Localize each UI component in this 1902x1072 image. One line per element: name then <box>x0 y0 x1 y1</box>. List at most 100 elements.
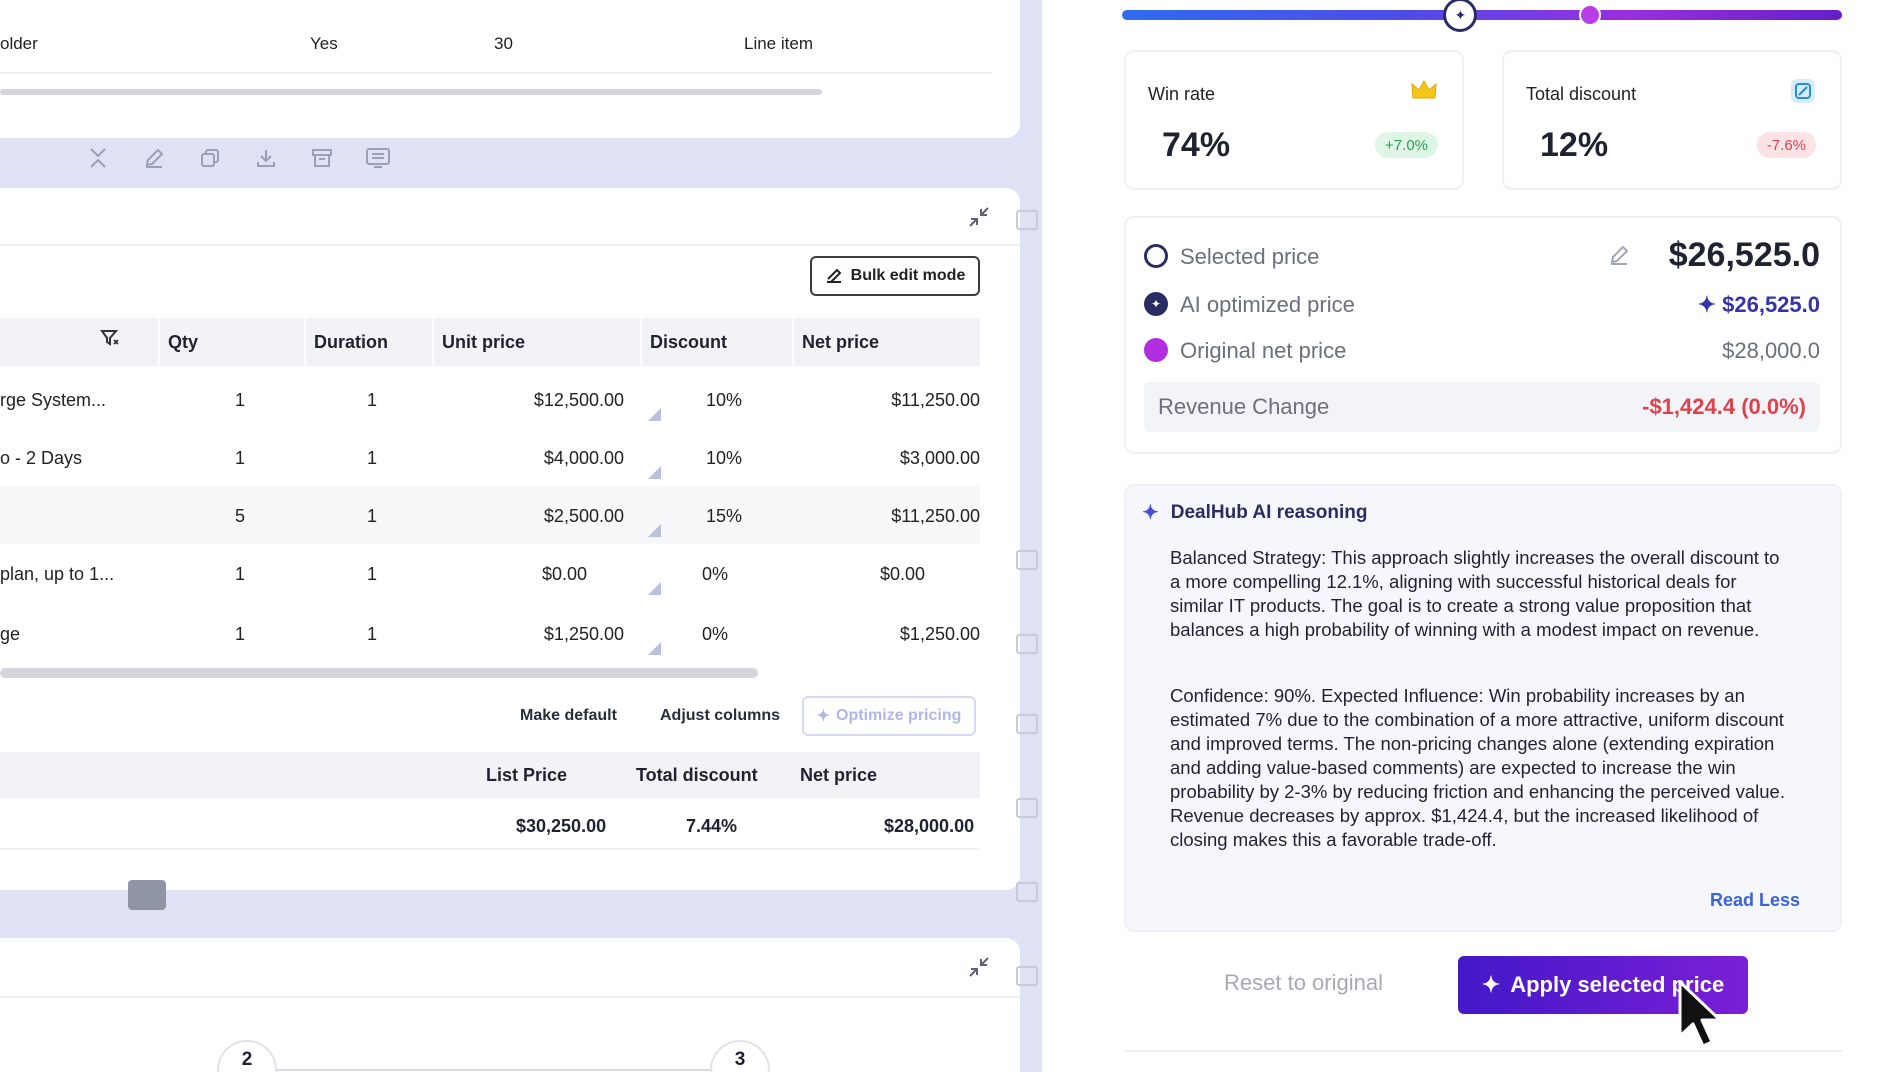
calendar-icon[interactable] <box>1016 550 1038 570</box>
optimize-pricing-button[interactable]: ✦ Optimize pricing <box>802 696 976 736</box>
step-2[interactable]: 2 <box>217 1040 277 1072</box>
cell-qty[interactable]: 1 <box>235 390 246 410</box>
collapse-all-icon[interactable] <box>80 143 116 173</box>
apply-selected-price-button[interactable]: ✦ Apply selected price <box>1458 956 1748 1014</box>
resize-handle-icon[interactable] <box>648 408 661 421</box>
row-toolbar <box>80 143 396 173</box>
collapse-icon[interactable] <box>964 202 994 232</box>
radio-icon[interactable] <box>1144 244 1168 268</box>
cell-qty[interactable]: 1 <box>235 564 246 584</box>
cell-qty[interactable]: 5 <box>235 506 246 526</box>
cell-discount[interactable]: 0% <box>702 624 729 644</box>
selected-price-option[interactable]: Selected price $26,525.0 <box>1144 236 1820 276</box>
cell-discount[interactable]: 10% <box>706 448 743 468</box>
adjust-columns-button[interactable]: Adjust columns <box>660 707 781 724</box>
horizontal-scrollbar[interactable] <box>0 89 822 95</box>
collapse-icon[interactable] <box>964 952 994 982</box>
price-slider[interactable]: ✦ <box>1122 0 1842 32</box>
cell-name: older <box>0 34 38 53</box>
resize-handle-icon[interactable] <box>648 642 661 655</box>
reset-button[interactable]: Reset to original <box>1224 970 1383 995</box>
table-row[interactable]: rge System... 1 1 $12,500.00 10% $11,250… <box>0 370 980 428</box>
total-discount-value: 12% <box>1540 126 1609 164</box>
header-qty[interactable]: Qty <box>168 332 199 352</box>
calendar-icon[interactable] <box>1016 714 1038 734</box>
step-3[interactable]: 3 <box>710 1040 770 1072</box>
read-less-link[interactable]: Read Less <box>1709 890 1800 910</box>
header-discount[interactable]: Discount <box>650 332 728 352</box>
resize-handle-icon[interactable] <box>648 466 661 479</box>
sparkle-icon: ✦ <box>816 708 831 725</box>
original-radio-icon[interactable] <box>1144 338 1168 362</box>
resize-handle-icon[interactable] <box>648 524 661 537</box>
calendar-icon[interactable] <box>1016 966 1038 986</box>
ai-price-option[interactable]: ✦ AI optimized price ✦ $26,525.0 <box>1144 284 1820 324</box>
header-unit-price[interactable]: Unit price <box>442 332 526 352</box>
horizontal-scrollbar[interactable] <box>0 668 758 678</box>
make-default-button[interactable]: Make default <box>520 707 617 724</box>
cell-duration[interactable]: 1 <box>367 564 378 584</box>
table-row[interactable]: plan, up to 1... 1 1 $0.00 0% $0.00 <box>0 544 980 602</box>
calendar-icon[interactable] <box>1016 882 1038 902</box>
original-price-label: Original net price <box>1180 338 1347 363</box>
revenue-change-value: -$1,424.4 (0.0%) <box>1642 394 1806 419</box>
divider <box>1124 1050 1842 1052</box>
faint-toolbar <box>100 880 1020 910</box>
cell-discount[interactable]: 15% <box>706 506 743 526</box>
filter-icon[interactable] <box>100 328 120 354</box>
side-rail <box>1016 200 1042 1020</box>
table-row[interactable]: 5 1 $2,500.00 15% $11,250.00 <box>0 486 980 544</box>
total-discount-label: Total discount <box>1526 84 1637 104</box>
calendar-icon[interactable] <box>1016 210 1038 230</box>
cell-discount[interactable]: 0% <box>702 564 729 584</box>
total-discount-delta: -7.6% <box>1756 132 1816 158</box>
cell-duration[interactable]: 1 <box>367 506 378 526</box>
table-row[interactable]: older Yes 30 Line item <box>0 30 1020 60</box>
header-net-price[interactable]: Net price <box>802 332 880 352</box>
cell-discount[interactable]: 10% <box>706 390 743 410</box>
cell-unit-price: $12,500.00 <box>533 390 624 410</box>
cell-duration[interactable]: 1 <box>367 390 378 410</box>
win-rate-value: 74% <box>1162 126 1231 164</box>
pricing-optimizer-panel: ✦ Win rate 74% +7.0% Total discount 12% … <box>1042 0 1902 1072</box>
progress-line <box>248 1069 738 1071</box>
header-duration[interactable]: Duration <box>314 332 388 352</box>
table-row[interactable]: o - 2 Days 1 1 $4,000.00 10% $3,000.00 <box>0 428 980 486</box>
total-discount-card: Total discount 12% -7.6% <box>1502 50 1842 190</box>
pencil-icon[interactable] <box>1608 244 1630 272</box>
revenue-change-box: Revenue Change -$1,424.4 (0.0%) <box>1144 382 1820 432</box>
download-icon[interactable] <box>248 143 284 173</box>
cell-yes: Yes <box>310 34 338 53</box>
cell-qty[interactable]: 1 <box>235 448 246 468</box>
reasoning-paragraph: Confidence: 90%. Expected Influence: Win… <box>1170 685 1785 850</box>
header-summary-net-price: Net price <box>800 765 878 785</box>
optimize-pricing-label: Optimize pricing <box>836 707 962 724</box>
table-row[interactable]: ge 1 1 $1,250.00 0% $1,250.00 <box>0 604 980 662</box>
resize-handle-icon[interactable] <box>648 582 661 595</box>
cell-net-price: $11,250.00 <box>891 506 980 526</box>
selected-price-value[interactable]: $26,525.0 <box>1668 236 1820 274</box>
original-price-value: $28,000.0 <box>1722 338 1820 363</box>
monitor-icon[interactable] <box>360 143 396 173</box>
cell-type: Line item <box>744 34 813 53</box>
calendar-icon[interactable] <box>1016 634 1038 654</box>
original-price-handle[interactable] <box>1579 4 1601 26</box>
original-price-option[interactable]: Original net price $28,000.0 <box>1144 330 1820 370</box>
copy-icon[interactable] <box>192 143 228 173</box>
win-rate-card: Win rate 74% +7.0% <box>1124 50 1464 190</box>
card-header <box>0 188 1020 246</box>
pencil-icon[interactable] <box>136 143 172 173</box>
calendar-icon[interactable] <box>1016 798 1038 818</box>
bulk-edit-button[interactable]: Bulk edit mode <box>810 256 980 296</box>
cell-duration[interactable]: 1 <box>367 448 378 468</box>
archive-icon[interactable] <box>304 143 340 173</box>
cell-unit-price: $2,500.00 <box>543 506 624 526</box>
ai-radio-icon[interactable]: ✦ <box>1144 292 1168 316</box>
cell-duration[interactable]: 1 <box>367 624 378 644</box>
table-actions: Make default Adjust columns ✦ Optimize p… <box>0 696 980 738</box>
selected-price-handle[interactable]: ✦ <box>1443 0 1478 32</box>
cell-qty[interactable]: 1 <box>235 624 246 644</box>
crown-icon <box>1410 78 1438 109</box>
discount-icon <box>1790 78 1816 111</box>
grip-handle-icon[interactable] <box>128 880 166 910</box>
